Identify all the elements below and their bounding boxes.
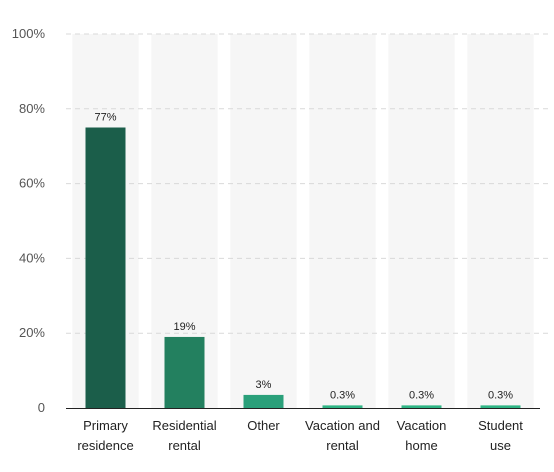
x-tick-label: Vacation and rental — [305, 418, 380, 453]
y-tick-label: 80% — [19, 101, 45, 116]
x-tick-label: Student use — [478, 418, 523, 453]
x-tick-label: Primary residence — [77, 418, 133, 453]
y-axis-ticks: 0 20% 40% 60% 80% 100% — [12, 26, 46, 415]
column-band — [230, 34, 297, 408]
data-label: 0.3% — [488, 389, 513, 401]
y-tick-label: 0 — [38, 400, 45, 415]
y-tick-label: 40% — [19, 250, 45, 265]
y-tick-label: 20% — [19, 325, 45, 340]
bar — [85, 127, 126, 408]
x-tick-label: Vacation home — [397, 418, 447, 453]
data-label: 0.3% — [330, 389, 355, 401]
data-labels: 77% 19% 3% 0.3% 0.3% 0.3% — [94, 112, 513, 402]
column-band — [388, 34, 455, 408]
data-label: 3% — [256, 379, 272, 391]
bar — [480, 405, 521, 408]
column-bands — [72, 34, 534, 408]
y-tick-label: 100% — [12, 26, 46, 41]
x-tick-label: Other — [247, 418, 280, 433]
data-label: 0.3% — [409, 389, 434, 401]
x-axis-labels: Primary residence Residential rental Other Va… — [77, 418, 523, 453]
data-label: 19% — [173, 321, 195, 333]
column-band — [467, 34, 534, 408]
bars — [85, 127, 521, 408]
x-tick-label: Residential rental — [152, 418, 216, 453]
bar — [322, 405, 363, 408]
y-tick-label: 60% — [19, 176, 45, 191]
bar — [243, 394, 284, 408]
bar — [401, 405, 442, 408]
data-label: 77% — [94, 112, 116, 124]
column-band — [309, 34, 376, 408]
bar — [164, 336, 205, 408]
